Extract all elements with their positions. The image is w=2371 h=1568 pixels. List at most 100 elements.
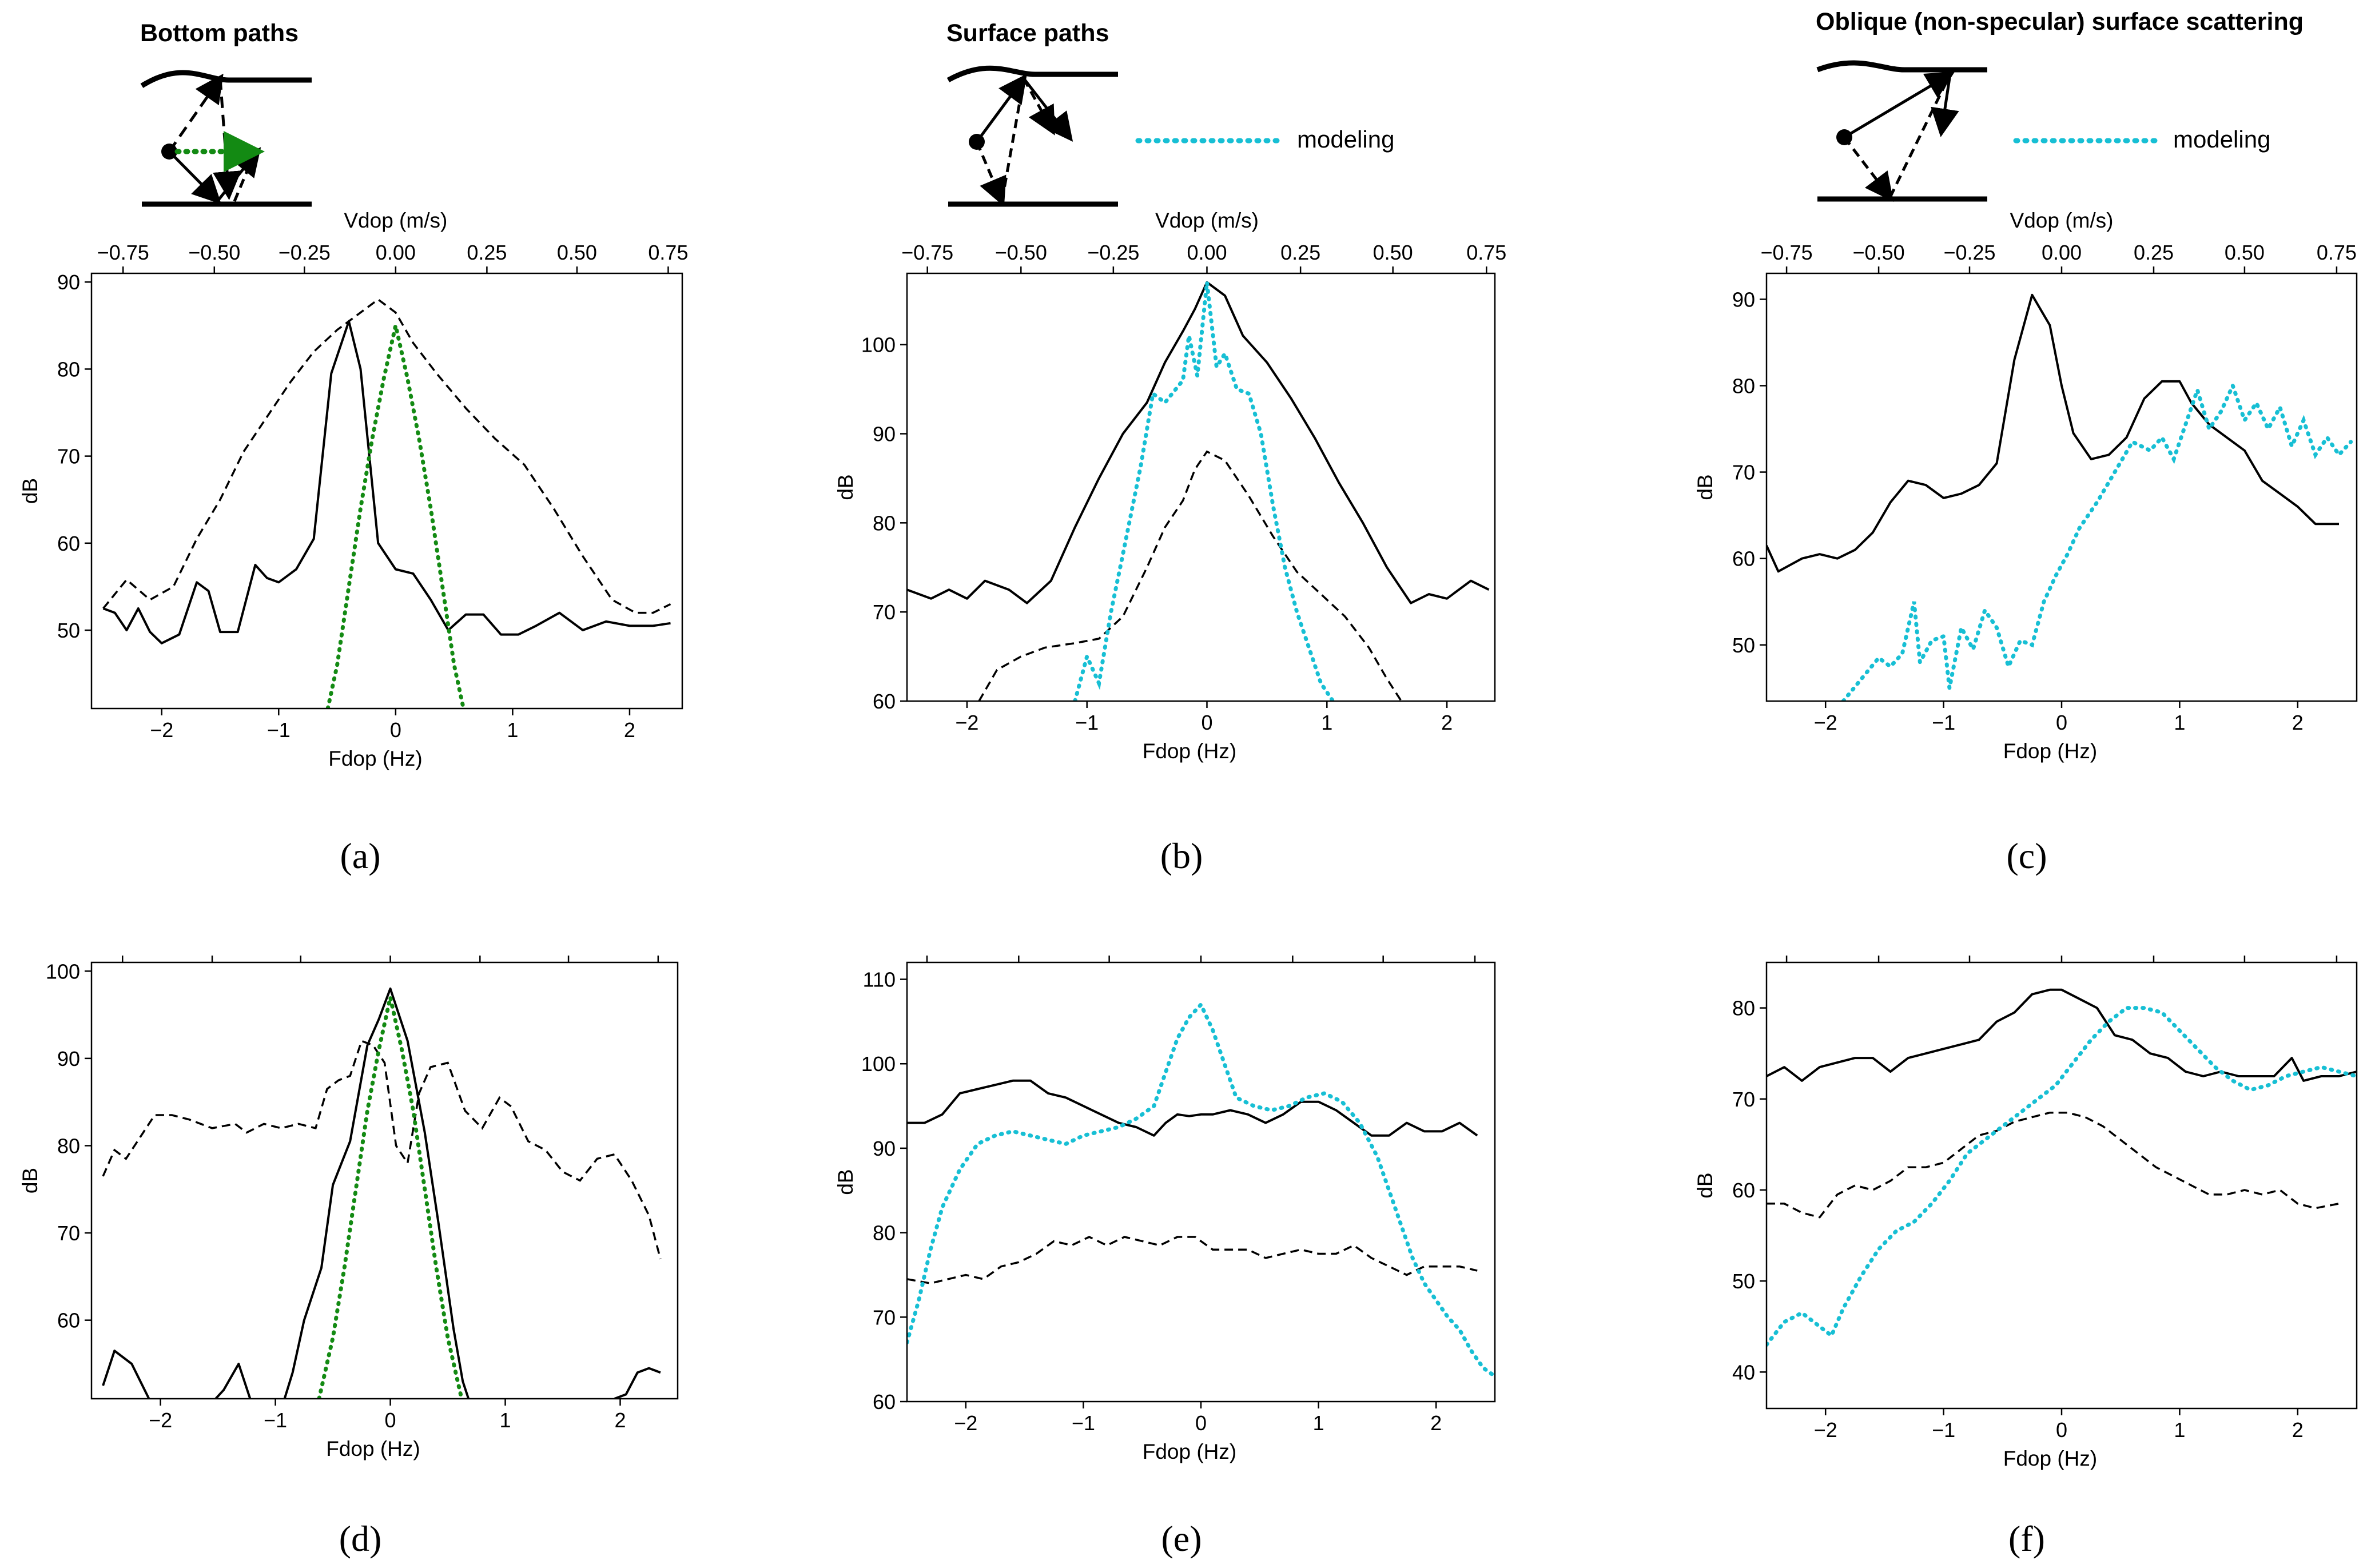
x-tick-label-e-0: −2 <box>954 1411 977 1435</box>
schematic-oblique-scattering-icon <box>1816 60 1987 202</box>
legend-b-label: modeling <box>1297 126 1394 153</box>
x-tick-label-d-0: −2 <box>149 1408 172 1432</box>
axes-frame-a <box>90 272 683 710</box>
x-tick-label-a-1: −1 <box>267 718 291 742</box>
y-tick-label-e-1: 70 <box>873 1306 896 1329</box>
series-f-dotted-2 <box>1767 1006 2357 1347</box>
chart-panel-b: −2 −1 0 1 2 −0.75 −0.50 −0.25 0.00 0.25 0.50 0.75 Vd… <box>834 209 1506 876</box>
x-tick-label-d-4: 2 <box>614 1408 626 1432</box>
header-b-title: Surface paths <box>946 19 1109 47</box>
x-tick-label-f-0: −2 <box>1814 1418 1837 1442</box>
y-tick-label-a-3: 80 <box>57 357 80 381</box>
y-tick-label-c-0: 50 <box>1732 634 1755 657</box>
y-tick-label-f-0: 40 <box>1732 1360 1755 1384</box>
y-axis-label-f: dB <box>1693 1172 1717 1198</box>
x-axis-label-d: Fdop (Hz) <box>326 1437 420 1460</box>
x-tick-label-c-1: −1 <box>1932 711 1955 734</box>
top-tick-label-b-6: 0.75 <box>1466 241 1506 264</box>
chart-panel-a: −2 −1 0 1 2 −0.75 −0.50 −0.25 0.00 0.25 0.50 0.75 Vd… <box>18 209 688 876</box>
header-c-title: Oblique (non-specular) surface scatterin… <box>1816 8 2304 35</box>
x-tick-label-b-2: 0 <box>1201 711 1212 734</box>
top-tick-label-a-6: 0.75 <box>648 241 688 264</box>
y-tick-label-d-2: 80 <box>57 1134 80 1157</box>
series-d-solid-1 <box>214 1363 252 1399</box>
header-b: Surface paths modeling <box>946 19 1394 207</box>
chart-panel-d: −2 −1 0 1 2 60 70 80 90 100 Fdop (Hz) dB (d) <box>18 956 679 1559</box>
x-axis-label-f: Fdop (Hz) <box>2003 1447 2097 1470</box>
top-tick-label-a-5: 0.50 <box>557 241 597 264</box>
x-tick-label-f-2: 0 <box>2056 1418 2067 1442</box>
top-tick-label-c-2: −0.25 <box>1943 241 1995 264</box>
series-f-solid-0 <box>1767 988 2357 1082</box>
subfigure-caption-f: (f) <box>2008 1518 2045 1559</box>
top-tick-label-c-0: −0.75 <box>1761 241 1813 264</box>
top-tick-label-a-0: −0.75 <box>97 241 149 264</box>
x-tick-label-e-3: 1 <box>1313 1411 1324 1435</box>
x-tick-label-c-3: 1 <box>2174 711 2185 734</box>
series-d-solid-2 <box>614 1367 661 1399</box>
x-tick-label-a-0: −2 <box>150 718 173 742</box>
y-axis-label-b: dB <box>834 474 857 500</box>
series-e-dotted-2 <box>907 1001 1495 1379</box>
x-tick-label-d-1: −1 <box>264 1408 287 1432</box>
series-d-solid-3 <box>283 987 470 1399</box>
top-tick-label-b-4: 0.25 <box>1280 241 1320 264</box>
y-tick-label-e-0: 60 <box>873 1390 896 1414</box>
chart-panel-f: −2 −1 0 1 2 40 50 60 70 80 Fdop (Hz) dB (f) <box>1693 956 2358 1559</box>
y-tick-label-e-4: 100 <box>861 1052 896 1076</box>
y-axis-label-d: dB <box>18 1168 42 1193</box>
x-tick-label-d-3: 1 <box>500 1408 511 1432</box>
x-tick-label-e-1: −1 <box>1072 1411 1095 1435</box>
y-tick-label-a-4: 90 <box>57 270 80 294</box>
header-a-title: Bottom paths <box>140 19 299 47</box>
y-tick-label-c-3: 80 <box>1732 374 1755 397</box>
x-tick-label-c-4: 2 <box>2292 711 2304 734</box>
top-tick-label-a-2: −0.25 <box>279 241 331 264</box>
series-c-solid-0 <box>1767 293 2339 573</box>
x-axis-label-e: Fdop (Hz) <box>1143 1440 1236 1463</box>
y-tick-label-b-3: 90 <box>873 423 896 446</box>
chart-panel-e: −2 −1 0 1 2 60 70 80 90 100 110 Fdop (Hz) dB (e) <box>834 956 1496 1559</box>
top-tick-label-b-0: −0.75 <box>901 241 953 264</box>
y-tick-label-b-0: 60 <box>873 690 896 713</box>
y-tick-label-f-1: 50 <box>1732 1269 1755 1293</box>
top-tick-label-c-6: 0.75 <box>2317 241 2357 264</box>
y-tick-label-b-2: 80 <box>873 511 896 535</box>
top-tick-label-a-3: 0.00 <box>376 241 416 264</box>
series-f-dashed-1 <box>1767 1111 2340 1219</box>
series-a-dashed-1 <box>102 298 671 614</box>
y-axis-label-a: dB <box>18 478 42 504</box>
y-tick-label-c-4: 90 <box>1732 288 1755 311</box>
x-tick-label-b-0: −2 <box>955 711 978 734</box>
series-c-dotted-1 <box>1841 380 2353 701</box>
x-tick-label-e-4: 2 <box>1430 1411 1442 1435</box>
x-tick-label-b-3: 1 <box>1321 711 1332 734</box>
y-tick-label-f-2: 60 <box>1732 1179 1755 1202</box>
series-b-solid-0 <box>907 281 1490 604</box>
x-tick-label-a-2: 0 <box>390 718 401 742</box>
subfigure-caption-d: (d) <box>339 1518 382 1559</box>
top-axis-label-a: Vdop (m/s) <box>344 209 447 232</box>
y-tick-label-a-1: 60 <box>57 532 80 555</box>
top-axis-label-b: Vdop (m/s) <box>1155 209 1259 232</box>
x-tick-label-e-2: 0 <box>1195 1411 1207 1435</box>
series-e-dashed-1 <box>907 1236 1478 1284</box>
y-tick-label-d-0: 60 <box>57 1309 80 1332</box>
chart-panel-c: −2 −1 0 1 2 −0.75 −0.50 −0.25 0.00 0.25 0.50 0.75 Vd… <box>1693 209 2358 876</box>
x-tick-label-a-4: 2 <box>624 718 635 742</box>
subfigure-caption-b: (b) <box>1160 835 1203 876</box>
series-d-solid-0 <box>102 1350 150 1399</box>
x-tick-label-f-4: 2 <box>2292 1418 2304 1442</box>
axes-frame-d <box>90 961 679 1400</box>
x-axis-label-c: Fdop (Hz) <box>2003 739 2097 763</box>
x-tick-label-f-1: −1 <box>1932 1418 1955 1442</box>
axes-frame-f <box>1765 961 2358 1410</box>
x-tick-label-a-3: 1 <box>507 718 518 742</box>
axes-frame-c <box>1765 272 2358 702</box>
schematic-bottom-paths-icon <box>140 70 312 207</box>
y-tick-label-c-2: 70 <box>1732 461 1755 484</box>
x-tick-label-c-2: 0 <box>2056 711 2067 734</box>
y-tick-label-b-4: 100 <box>861 333 896 357</box>
y-axis-label-e: dB <box>834 1169 857 1195</box>
y-tick-label-d-3: 90 <box>57 1047 80 1070</box>
